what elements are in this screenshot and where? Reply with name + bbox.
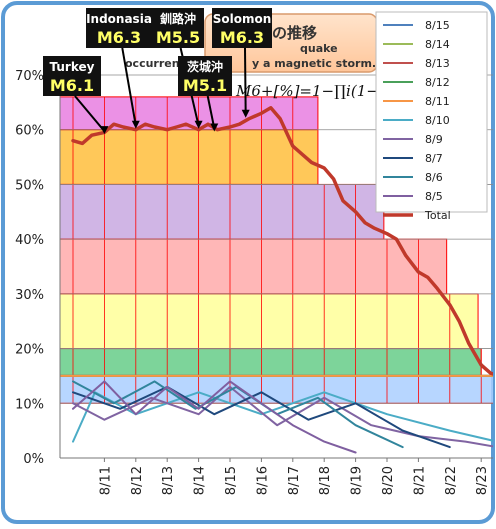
- series-8/9-line: [72, 385, 493, 448]
- event-name: 釧路沖: [159, 11, 196, 26]
- x-tick-label: 8/23: [475, 466, 490, 495]
- x-tick-label: 8/17: [287, 466, 302, 495]
- y-tick-label: 20%: [15, 343, 44, 358]
- series-lines: [60, 106, 493, 454]
- x-tick-label: 8/13: [161, 466, 176, 495]
- event-name: Turkey: [50, 60, 95, 74]
- event-arrowhead: [100, 126, 109, 135]
- event-arrow: [121, 47, 137, 126]
- event-box: [86, 8, 152, 48]
- legend-label-8/7: 8/7: [425, 152, 443, 165]
- event-magnitude: M5.5: [156, 28, 200, 47]
- event-arrow: [74, 95, 106, 132]
- event-box: [43, 56, 101, 96]
- formula: M6+[%]=1−∏i(1−ki): [235, 82, 399, 100]
- legend-label-8/15: 8/15: [425, 19, 450, 32]
- x-tick-label: 8/21: [412, 466, 427, 495]
- chart-subtitle-1: quake: [300, 42, 338, 55]
- x-tick-label: 8/16: [255, 466, 270, 495]
- legend-label-8/14: 8/14: [425, 38, 450, 51]
- y-tick-label: 30%: [15, 288, 44, 303]
- event-callout-4: 茨城沖 M5.1: [178, 56, 232, 132]
- probability-bands: [60, 96, 493, 404]
- legend-label-8/10: 8/10: [425, 114, 450, 127]
- event-arrow: [244, 47, 247, 115]
- axes: [59, 75, 493, 459]
- x-axis-ticks: 8/11 8/12 8/13 8/14 8/15 8/16 8/17 8/18 8/19 8/20…: [98, 458, 490, 495]
- event-callout-2: Solomon M6.3: [212, 8, 272, 118]
- x-tick-label: 8/12: [130, 466, 145, 495]
- event-magnitude: M6.3: [97, 28, 141, 47]
- series-8/7-line: [72, 385, 451, 449]
- legend-label-8/12: 8/12: [425, 76, 450, 89]
- event-callout-0: Indonasia M6.3: [86, 8, 152, 129]
- legend-label-8/11: 8/11: [425, 95, 450, 108]
- x-tick-label: 8/20: [381, 466, 396, 495]
- legend-label-8/13: 8/13: [425, 57, 450, 70]
- y-tick-label: 60%: [15, 124, 44, 139]
- band-1: [60, 129, 319, 185]
- series-8/5-line: [72, 380, 357, 454]
- event-callout-1: 釧路沖 M5.5: [152, 8, 204, 129]
- x-tick-label: 8/19: [350, 466, 365, 495]
- band-4: [60, 293, 479, 350]
- event-magnitude: M6.1: [50, 76, 94, 95]
- legend-label-8/9: 8/9: [425, 133, 443, 146]
- legend-box: [375, 11, 488, 213]
- event-arrowhead: [210, 123, 219, 132]
- event-box: [212, 8, 272, 48]
- event-arrowhead: [241, 109, 250, 118]
- y-tick-label: 10%: [15, 397, 44, 412]
- legend-label-Total: Total: [424, 209, 451, 222]
- series-Total-line: [71, 106, 493, 376]
- x-tick-label: 8/18: [318, 466, 333, 495]
- y-tick-label: 40%: [15, 233, 44, 248]
- chart-subtitle-3: y a magnetic storm.: [252, 57, 376, 70]
- earthquake-events: IndonasiaM6.3釧路沖M5.5SolomonM6.3TurkeyM6.…: [43, 8, 272, 135]
- y-axis-ticks: 0% 10% 20% 30% 40% 50% 60% 70%: [15, 69, 44, 467]
- event-magnitude: M6.3: [220, 28, 264, 47]
- band-3: [60, 238, 448, 295]
- event-arrow: [206, 95, 216, 129]
- y-tick-label: 50%: [15, 178, 44, 193]
- event-name: Indonasia: [86, 12, 152, 26]
- x-tick-label: 8/22: [444, 466, 459, 495]
- event-callout-3: Turkey M6.1: [43, 56, 109, 135]
- legend-label-8/5: 8/5: [425, 190, 443, 203]
- event-box: [178, 56, 232, 96]
- event-box: [152, 8, 204, 48]
- band-6: [60, 375, 493, 404]
- y-tick-label: 0%: [23, 452, 44, 467]
- event-magnitude: M5.1: [183, 76, 227, 95]
- x-tick-label: 8/14: [193, 466, 208, 495]
- event-name: 茨城沖: [187, 59, 223, 74]
- x-tick-label: 8/11: [98, 466, 113, 495]
- y-tick-label: 70%: [15, 69, 44, 84]
- band-2: [60, 183, 385, 240]
- event-arrowhead: [194, 120, 203, 129]
- legend: 8/15 8/14 8/13 8/12 8/11 8/10 8/9 8/7 8/6 8/5 Tota…: [375, 11, 488, 222]
- legend-label-8/6: 8/6: [425, 171, 443, 184]
- event-name: Solomon: [213, 12, 272, 26]
- x-tick-label: 8/15: [224, 466, 239, 495]
- event-arrowhead: [131, 120, 140, 129]
